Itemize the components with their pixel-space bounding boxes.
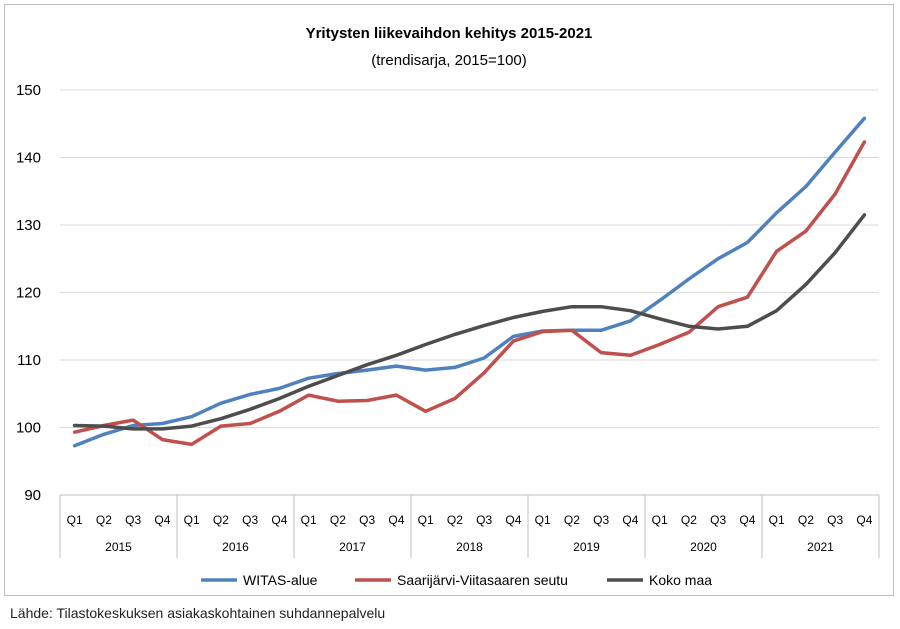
x-tick-label: Q2 [564,513,580,527]
x-tick-label: Q1 [418,513,434,527]
y-tick-label: 130 [16,217,41,234]
series-lines [72,116,867,448]
x-tick-label: Q3 [359,513,375,527]
x-tick-label: Q2 [213,513,229,527]
x-tick-label: Q3 [476,513,492,527]
legend-label: Koko maa [649,572,712,588]
series-line-1 [72,116,867,448]
x-tick-label: Q4 [388,513,404,527]
x-year-label: 2016 [222,540,249,554]
x-tick-label: Q1 [301,513,317,527]
x-tick-label: Q3 [827,513,843,527]
x-tick-label: Q4 [856,513,872,527]
x-tick-label: Q3 [593,513,609,527]
y-tick-label: 90 [24,487,41,504]
x-tick-label: Q4 [739,513,755,527]
x-year-label: 2018 [456,540,483,554]
x-tick-label: Q1 [535,513,551,527]
source-note: Lähde: Tilastokeskuksen asiakaskohtainen… [10,605,386,621]
x-tick-label: Q3 [242,513,258,527]
chart-title: Yritysten liikevaihdon kehitys 2015-2021 [306,25,593,42]
grid [60,89,879,428]
x-tick-label: Q4 [271,513,287,527]
chart-frame: Yritysten liikevaihdon kehitys 2015-2021… [4,4,894,596]
y-tick-label: 110 [17,352,41,369]
x-tick-label: Q1 [769,513,785,527]
x-year-label: 2015 [105,540,132,554]
legend: WITAS-alue Saarijärvi-Viitasaaren seutu Ko… [201,572,712,588]
x-tick-label: Q3 [125,513,141,527]
y-tick-label: 150 [16,82,41,99]
line-chart: Yritysten liikevaihdon kehitys 2015-2021… [16,25,880,588]
series-line-3 [72,213,867,431]
x-tick-label: Q2 [96,513,112,527]
y-tick-label: 120 [16,285,41,302]
y-tick-label: 140 [16,150,41,167]
chart-subtitle: (trendisarja, 2015=100) [371,52,527,69]
x-tick-label: Q2 [681,513,697,527]
x-axis: Q1 Q2 Q3 Q4 Q1 Q2 Q3 Q4 Q1 Q2 Q3 Q4 Q1 Q2 Q3 Q4 Q1 Q2 Q3 Q4… [59,494,880,558]
series-line-2 [72,140,867,447]
x-tick-label: Q2 [330,513,346,527]
y-axis: 90 100 110 120 130 140 150 [16,82,41,504]
x-tick-label: Q1 [67,513,83,527]
x-tick-label: Q1 [652,513,668,527]
legend-label: WITAS-alue [243,572,318,588]
x-year-label: 2021 [807,540,834,554]
x-tick-label: Q4 [622,513,638,527]
x-tick-label: Q4 [505,513,521,527]
x-tick-label: Q2 [447,513,463,527]
x-tick-label: Q4 [154,513,170,527]
legend-label: Saarijärvi-Viitasaaren seutu [397,572,568,588]
x-year-label: 2020 [690,540,717,554]
x-tick-label: Q1 [184,513,200,527]
x-year-label: 2019 [573,540,600,554]
x-year-label: 2017 [339,540,366,554]
x-tick-label: Q3 [710,513,726,527]
y-tick-label: 100 [16,420,41,437]
x-tick-label: Q2 [798,513,814,527]
